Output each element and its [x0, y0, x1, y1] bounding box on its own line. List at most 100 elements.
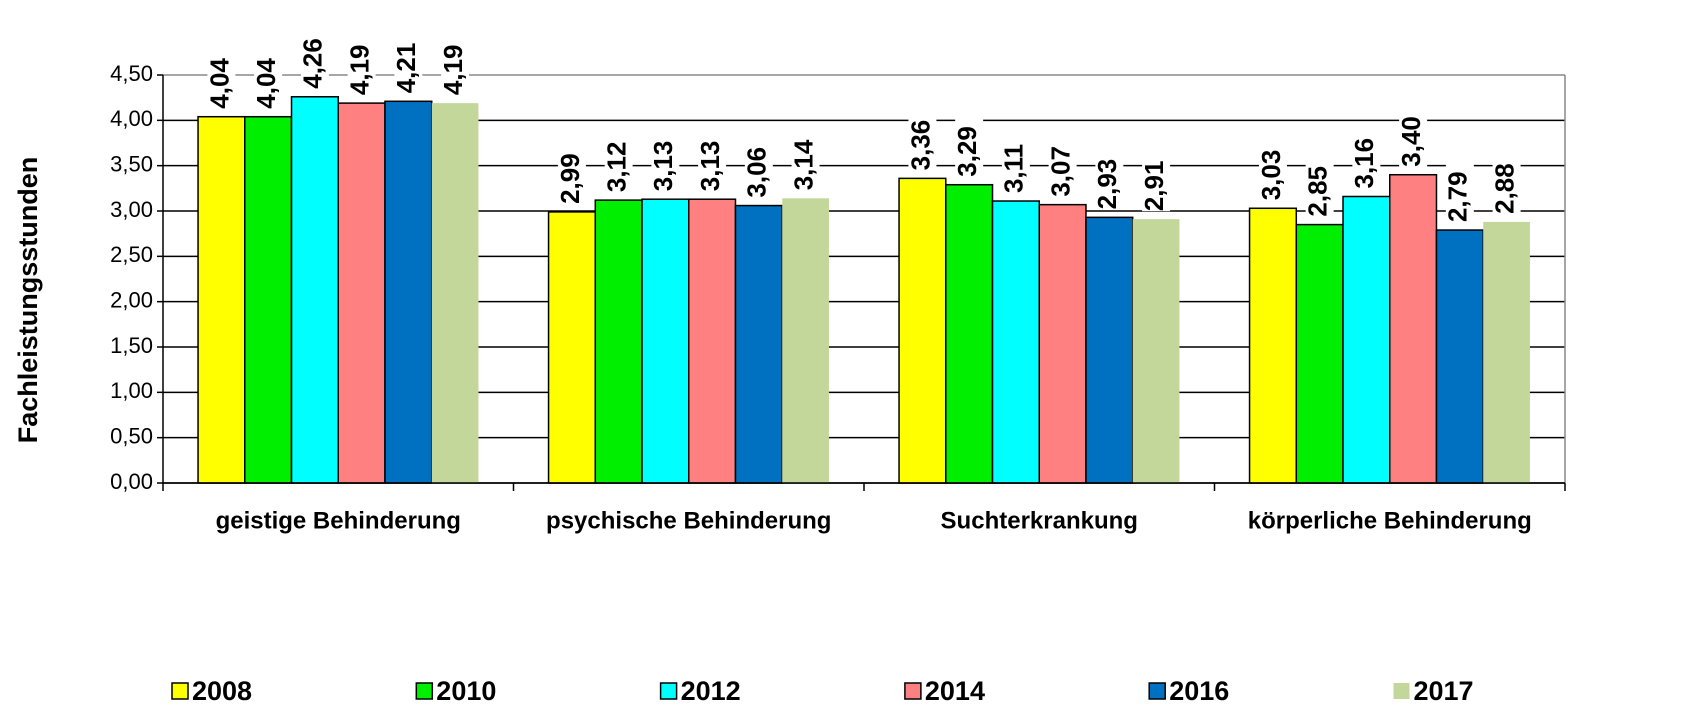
- value-label: 2,93: [1092, 159, 1122, 210]
- legend-label: 2012: [681, 676, 741, 706]
- value-label: 4,19: [344, 44, 374, 95]
- legend-label: 2016: [1169, 676, 1229, 706]
- value-label-bg: [1095, 145, 1124, 210]
- bar: [431, 103, 479, 484]
- value-label-bg: [744, 133, 773, 198]
- y-tick-label: 1,00: [110, 378, 153, 403]
- legend-swatch: [1148, 682, 1166, 700]
- y-tick-label: 0,50: [110, 423, 153, 448]
- value-label: 3,07: [1045, 146, 1075, 197]
- value-label-bg: [441, 31, 470, 96]
- legend-label: 2014: [925, 676, 985, 706]
- bar: [734, 204, 783, 484]
- value-label-bg: [1445, 158, 1474, 223]
- bar: [244, 115, 293, 484]
- value-label: 3,13: [648, 141, 678, 192]
- bar: [1132, 219, 1180, 483]
- value-label-bg: [651, 127, 680, 192]
- value-label-bg: [254, 44, 283, 109]
- value-label-bg: [394, 29, 423, 94]
- bar: [1435, 229, 1484, 484]
- value-label-bg: [791, 126, 820, 191]
- value-label-bg: [908, 106, 937, 171]
- y-tick-label: 4,50: [110, 61, 153, 86]
- y-tick-label: 0,00: [110, 469, 153, 494]
- value-label: 3,29: [952, 126, 982, 177]
- value-label: 3,03: [1256, 150, 1286, 201]
- value-label: 3,36: [905, 120, 935, 171]
- bar: [1342, 195, 1391, 484]
- bar: [197, 115, 246, 484]
- value-label-bg: [1001, 129, 1030, 194]
- legend-swatch: [1393, 683, 1410, 699]
- bar: [641, 198, 690, 484]
- value-label-bg: [1492, 149, 1521, 214]
- y-axis-label: Fachleistungsstunden: [13, 157, 43, 444]
- y-tick-label: 3,50: [110, 151, 153, 176]
- bar: [594, 199, 643, 484]
- bar: [1038, 203, 1087, 484]
- legend-label: 2010: [436, 676, 496, 706]
- legend-label: 2017: [1414, 676, 1474, 706]
- bar: [1295, 223, 1344, 484]
- value-label: 3,11: [999, 144, 1029, 193]
- bar: [337, 102, 386, 484]
- value-label: 4,04: [204, 58, 234, 109]
- value-label: 4,19: [438, 44, 468, 95]
- value-label-bg: [1399, 102, 1428, 167]
- legend-label: 2008: [192, 676, 252, 706]
- value-label: 2,99: [555, 153, 585, 204]
- y-tick-label: 2,00: [110, 287, 153, 312]
- bar: [688, 198, 737, 484]
- y-tick-label: 3,00: [110, 197, 153, 222]
- y-tick-label: 2,50: [110, 242, 153, 267]
- bar: [290, 96, 339, 484]
- value-label-bg: [300, 24, 329, 89]
- value-label-bg: [604, 128, 633, 193]
- value-label: 3,12: [602, 142, 632, 193]
- value-label-bg: [1352, 124, 1381, 189]
- value-label: 3,06: [742, 147, 772, 198]
- value-label-bg: [557, 139, 586, 204]
- value-label: 3,13: [695, 141, 725, 192]
- value-label: 2,85: [1303, 166, 1333, 217]
- x-tick-label: körperliche Behinderung: [1248, 507, 1532, 534]
- bar: [1085, 216, 1134, 484]
- legend-swatch: [171, 682, 189, 700]
- x-tick-label: psychische Behinderung: [546, 507, 831, 534]
- value-label-bg: [1142, 147, 1171, 212]
- value-label: 2,91: [1139, 161, 1169, 212]
- value-label: 4,26: [298, 38, 328, 89]
- value-label: 3,40: [1396, 116, 1426, 167]
- value-label: 2,88: [1489, 163, 1519, 214]
- bar: [1483, 221, 1530, 483]
- value-label: 4,21: [391, 43, 421, 94]
- value-label: 2,79: [1443, 171, 1473, 222]
- value-label-bg: [1305, 152, 1334, 217]
- bar: [782, 198, 829, 483]
- y-tick-label: 1,50: [110, 333, 153, 358]
- legend-swatch: [904, 682, 922, 700]
- x-tick-label: geistige Behinderung: [216, 507, 461, 534]
- bar: [384, 100, 433, 484]
- bar: [1248, 207, 1298, 484]
- legend-swatch: [415, 682, 434, 700]
- value-label-bg: [207, 44, 236, 109]
- value-label: 4,04: [251, 58, 281, 109]
- bar: [1389, 173, 1438, 484]
- value-label: 3,16: [1349, 138, 1379, 189]
- value-label: 3,14: [788, 139, 818, 190]
- value-label-bg: [1048, 132, 1077, 197]
- value-label-bg: [347, 31, 376, 96]
- value-label-bg: [955, 112, 984, 177]
- value-label-bg: [1258, 136, 1287, 201]
- legend-swatch: [659, 682, 678, 700]
- y-tick-label: 4,00: [110, 106, 153, 131]
- bar: [945, 183, 994, 484]
- bar: [898, 177, 947, 484]
- bar: [547, 211, 597, 484]
- bar: [991, 200, 1040, 484]
- x-tick-label: Suchterkrankung: [941, 507, 1138, 534]
- value-label-bg: [698, 127, 727, 192]
